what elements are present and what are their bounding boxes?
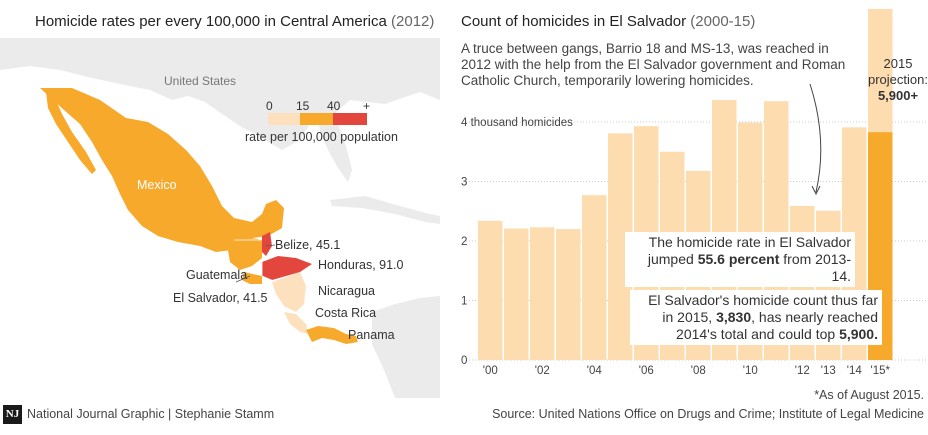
label-belize: Belize, 45.1 (275, 238, 341, 252)
chart-title-main: Count of homicides in El Salvador (461, 13, 687, 30)
label-leaders (235, 244, 276, 283)
legend-caption: rate per 100,000 population (245, 130, 398, 144)
projection-label: 2015 projection: 5,900+ (868, 56, 928, 104)
legend-swatch-low (268, 113, 300, 125)
central-america-map (0, 38, 440, 398)
projection-value: 5,900+ (877, 88, 919, 103)
bar-projection-2015 (868, 8, 893, 133)
nj-logo: NJ (3, 405, 22, 424)
footer-credit: National Journal Graphic | Stephanie Sta… (27, 407, 275, 421)
label-guatemala: Guatemala (186, 268, 248, 282)
x-tick-label: '12 (795, 365, 810, 377)
label-el-salvador: El Salvador, 41.5 (173, 291, 268, 305)
x-tick-label: '02 (535, 365, 550, 377)
panama-shape (306, 326, 358, 344)
legend-tick-plus: + (363, 99, 371, 113)
callout1-pre: The homicide rate in El Salvador jumped (647, 234, 851, 267)
mexico-shape (40, 88, 284, 252)
y-tick-label: 0 (461, 355, 467, 367)
callout2-pre: El Salvador's homicide count thus far in… (648, 292, 878, 325)
south-america (372, 296, 440, 398)
legend-tick-40: 40 (327, 99, 341, 113)
x-tick-label: '13 (821, 365, 836, 377)
x-tick-label: '14 (847, 365, 863, 377)
x-tick-label: '15* (871, 365, 891, 377)
bar-2000 (478, 220, 503, 360)
legend-tick-15: 15 (296, 99, 310, 113)
label-honduras: Honduras, 91.0 (318, 258, 404, 272)
y-tick-label: 1 (461, 296, 467, 308)
rate-jump-callout: The homicide rate in El Salvador jumped … (625, 232, 855, 287)
honduras-shape (262, 256, 312, 280)
projection-line1: 2015 (883, 56, 913, 71)
callout1-post: from 2013-14. (779, 251, 851, 284)
callout2-bold2: 5,900. (839, 326, 878, 342)
guatemala-shape (228, 238, 262, 270)
x-tick-label: '10 (743, 365, 758, 377)
nicaragua-shape (272, 272, 306, 312)
bar-2002 (530, 227, 555, 360)
label-costa-rica: Costa Rica (315, 306, 377, 320)
note-arrow (809, 83, 822, 196)
x-tick-label: '06 (639, 365, 654, 377)
el-salvador-shape (242, 272, 262, 284)
legend-tick-0: 0 (266, 99, 273, 113)
label-panama: Panama (348, 328, 395, 342)
count-2015-callout: El Salvador's homicide count thus far in… (630, 290, 882, 345)
baja-shape (46, 92, 96, 174)
label-united-states: United States (164, 74, 237, 88)
map-title: Homicide rates per every 100,000 in Cent… (35, 13, 434, 30)
y-tick-label: 4 thousand homicides (461, 117, 573, 129)
legend-swatch-mid (300, 113, 333, 125)
x-tick-label: '04 (587, 365, 603, 377)
chart-title: Count of homicides in El Salvador (2000-… (461, 13, 755, 30)
callout2-bold1: 3,830 (716, 309, 752, 325)
map-title-main: Homicide rates per every 100,000 in Cent… (35, 13, 387, 30)
map-title-year: (2012) (391, 13, 435, 30)
projection-line2: projection: (868, 72, 928, 87)
label-nicaragua: Nicaragua (318, 284, 375, 298)
x-tick-label: '00 (483, 365, 498, 377)
x-tick-label: '08 (691, 365, 706, 377)
florida (318, 110, 352, 182)
bar-2003 (556, 229, 581, 360)
costa-rica-shape (284, 312, 308, 334)
callout2-mid: , has nearly reached 2014's total and co… (676, 309, 878, 342)
cuba (330, 196, 440, 224)
legend-swatch-high (333, 113, 367, 125)
bar-2001 (504, 228, 529, 360)
truce-note: A truce between gangs, Barrio 18 and MS-… (461, 41, 846, 88)
us-landmass (0, 38, 440, 150)
footer-asof: *As of August 2015. (814, 388, 924, 402)
callout1-bold: 55.6 percent (697, 251, 780, 267)
belize-shape (262, 232, 272, 256)
chart-title-years: (2000-15) (690, 13, 756, 30)
y-tick-label: 3 (461, 177, 467, 189)
footer-source: Source: United Nations Office on Drugs a… (492, 407, 924, 421)
map-borders (234, 239, 297, 314)
label-mexico: Mexico (137, 178, 177, 192)
bar-2004 (582, 195, 607, 360)
y-tick-label: 2 (461, 236, 467, 248)
